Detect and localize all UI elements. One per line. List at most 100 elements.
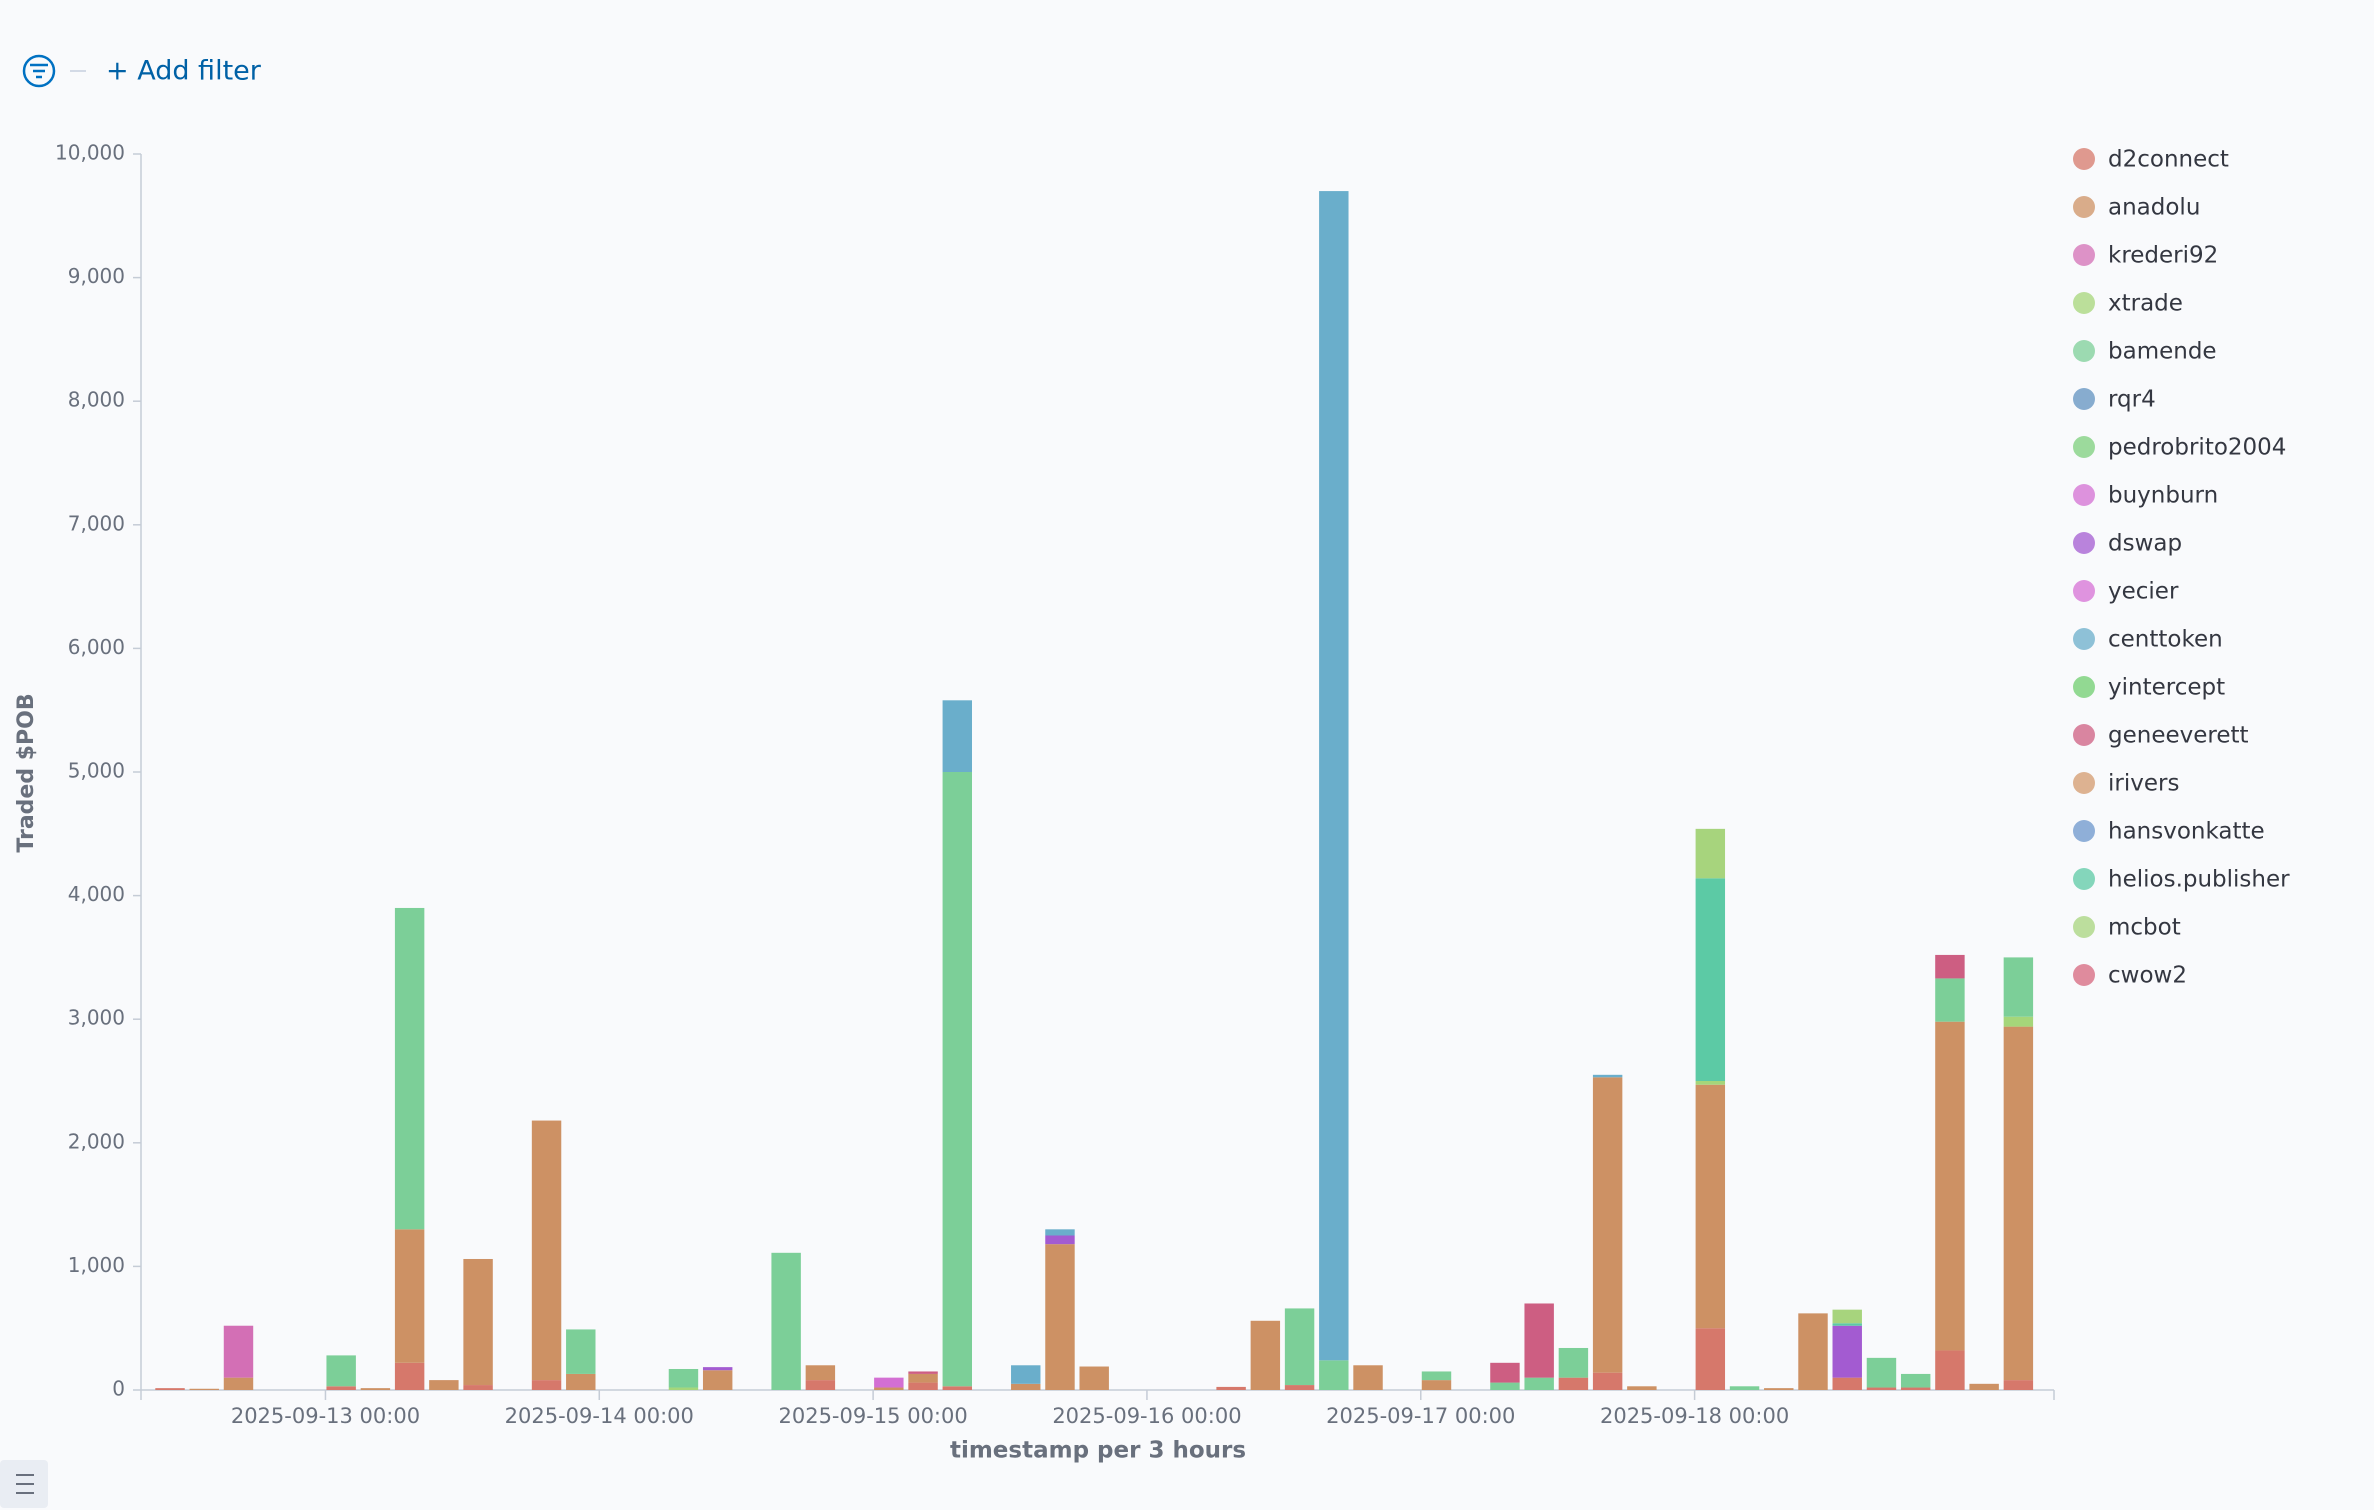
bar-segment: [566, 1329, 596, 1374]
bar-segment: [360, 1388, 391, 1390]
legend-dot: [2073, 964, 2095, 986]
bar-segment: [1832, 1377, 1862, 1390]
y-tick-label: 2,000: [68, 1129, 125, 1153]
bar-segment: [1729, 1386, 1760, 1390]
legend-dot: [2073, 196, 2095, 218]
bar-segment: [771, 1252, 801, 1390]
x-tick-label: 2025-09-14 00:00: [505, 1404, 694, 1428]
bar-segment: [805, 1380, 836, 1390]
legend-dot: [2073, 436, 2095, 458]
filter-button[interactable]: [22, 54, 56, 88]
legend-dot: [2073, 580, 2095, 602]
bar-segment: [942, 1386, 973, 1390]
bar-segment: [2003, 957, 2034, 1017]
bar-segment: [155, 1388, 185, 1390]
bar-segment: [1558, 1347, 1589, 1378]
bar-segment: [1832, 1325, 1862, 1378]
legend-dot: [2073, 772, 2095, 794]
bar-segment: [1011, 1383, 1041, 1390]
y-tick-label: 7,000: [68, 511, 125, 535]
bar-segment: [1592, 1372, 1623, 1390]
bar-segment: [2003, 1026, 2034, 1381]
legend-label: geneeverett: [2108, 723, 2249, 749]
legend-label: xtrade: [2108, 291, 2183, 317]
legend-label: buynburn: [2108, 483, 2218, 509]
bar-segment: [702, 1370, 733, 1390]
legend-label: d2connect: [2108, 147, 2229, 173]
bar-segment: [874, 1387, 904, 1390]
bar-segment: [531, 1120, 562, 1381]
bar-segment: [1798, 1313, 1828, 1390]
bar-segment: [1045, 1235, 1075, 1245]
bar-segment: [1045, 1229, 1075, 1236]
bar-segment: [702, 1367, 733, 1371]
bar-segment: [1935, 978, 1965, 1022]
bar-segment: [2003, 1016, 2034, 1027]
legend-label: yecier: [2108, 579, 2179, 605]
bar-segment: [1524, 1377, 1554, 1390]
bar-segment: [1969, 1383, 1999, 1390]
y-tick-label: 3,000: [68, 1006, 125, 1030]
filter-icon[interactable]: [22, 54, 56, 88]
bar-segment: [531, 1380, 562, 1390]
bar-segment: [668, 1368, 699, 1388]
legend-dot: [2073, 820, 2095, 842]
bar-segment: [942, 700, 973, 772]
bar-segment: [874, 1377, 904, 1388]
bar-segment: [1216, 1386, 1246, 1390]
legend-label: pedrobrito2004: [2108, 435, 2286, 461]
legend-dot: [2073, 868, 2095, 890]
bar-segment: [1421, 1371, 1452, 1381]
y-tick-label: 6,000: [68, 635, 125, 659]
x-tick-label: 2025-09-15 00:00: [778, 1404, 967, 1428]
bar-segment: [1695, 828, 1726, 879]
bar-segment: [1353, 1365, 1383, 1390]
bar-segment: [2003, 1380, 2034, 1390]
y-axis-title: Traded $POB: [14, 693, 39, 852]
bar-segment: [1764, 1388, 1794, 1390]
bar-segment: [1695, 1328, 1726, 1390]
bar-segment: [1935, 954, 1965, 979]
bar-segment: [1490, 1382, 1520, 1390]
bar-segment: [668, 1387, 699, 1390]
legend-dot: [2073, 484, 2095, 506]
bar-segment: [1284, 1385, 1315, 1390]
y-tick-label: 10,000: [55, 141, 125, 165]
legend-dot: [2073, 628, 2095, 650]
legend-label: mcbot: [2108, 915, 2181, 941]
y-tick-label: 0: [112, 1377, 125, 1401]
bar-segment: [326, 1355, 356, 1387]
bar-segment: [463, 1385, 493, 1390]
bar-segment: [1319, 191, 1349, 1361]
bar-segment: [908, 1373, 938, 1383]
bar-segment: [326, 1386, 356, 1390]
bar-segment: [908, 1382, 938, 1390]
bar-segment: [1935, 1021, 1965, 1351]
x-tick-label: 2025-09-13 00:00: [231, 1404, 420, 1428]
x-axis-title: timestamp per 3 hours: [950, 1438, 1246, 1464]
bar-segment: [1832, 1309, 1862, 1324]
add-filter[interactable]: + Add filter: [106, 56, 262, 87]
legend-label: bamende: [2108, 339, 2217, 365]
bar-segment: [566, 1373, 596, 1390]
legend-dot: [2073, 292, 2095, 314]
legend-label: rqr4: [2108, 387, 2156, 413]
legend-label: centtoken: [2108, 627, 2223, 653]
bar-segment: [942, 772, 973, 1387]
legend-dot: [2073, 340, 2095, 362]
y-tick-label: 9,000: [68, 264, 125, 288]
legend-toggle-icon: [16, 1474, 34, 1494]
legend-dot: [2073, 244, 2095, 266]
bar-segment: [1695, 1084, 1726, 1329]
bar-segment: [1558, 1377, 1589, 1390]
bar-segment: [1832, 1323, 1862, 1326]
bar-segment: [1045, 1244, 1075, 1390]
legend-dot: [2073, 388, 2095, 410]
legend-dot: [2073, 148, 2095, 170]
bar-segment: [1490, 1362, 1520, 1383]
x-tick-label: 2025-09-17 00:00: [1326, 1404, 1515, 1428]
legend-dot: [2073, 916, 2095, 938]
legend-dot: [2073, 676, 2095, 698]
x-tick-label: 2025-09-18 00:00: [1600, 1404, 1789, 1428]
bar-segment: [1524, 1303, 1554, 1378]
